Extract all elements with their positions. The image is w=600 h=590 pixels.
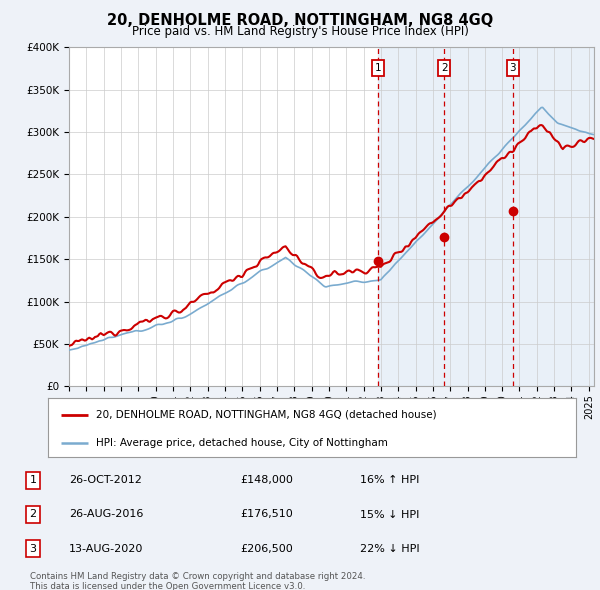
Text: HPI: Average price, detached house, City of Nottingham: HPI: Average price, detached house, City… [95, 438, 388, 447]
Text: £148,000: £148,000 [240, 476, 293, 485]
Text: 1: 1 [374, 63, 381, 73]
Text: 3: 3 [509, 63, 516, 73]
Text: 20, DENHOLME ROAD, NOTTINGHAM, NG8 4GQ (detached house): 20, DENHOLME ROAD, NOTTINGHAM, NG8 4GQ (… [95, 410, 436, 419]
Text: 3: 3 [29, 544, 37, 553]
Text: Contains HM Land Registry data © Crown copyright and database right 2024.: Contains HM Land Registry data © Crown c… [30, 572, 365, 581]
Text: 20, DENHOLME ROAD, NOTTINGHAM, NG8 4GQ: 20, DENHOLME ROAD, NOTTINGHAM, NG8 4GQ [107, 13, 493, 28]
Text: £176,510: £176,510 [240, 510, 293, 519]
Text: 26-OCT-2012: 26-OCT-2012 [69, 476, 142, 485]
Text: 2: 2 [29, 510, 37, 519]
Text: 22% ↓ HPI: 22% ↓ HPI [360, 544, 419, 553]
Text: 1: 1 [29, 476, 37, 485]
Text: £206,500: £206,500 [240, 544, 293, 553]
Text: This data is licensed under the Open Government Licence v3.0.: This data is licensed under the Open Gov… [30, 582, 305, 590]
Text: 13-AUG-2020: 13-AUG-2020 [69, 544, 143, 553]
Text: 26-AUG-2016: 26-AUG-2016 [69, 510, 143, 519]
Text: 2: 2 [441, 63, 448, 73]
Text: Price paid vs. HM Land Registry's House Price Index (HPI): Price paid vs. HM Land Registry's House … [131, 25, 469, 38]
Bar [378, 47, 594, 386]
Text: 15% ↓ HPI: 15% ↓ HPI [360, 510, 419, 519]
Text: 16% ↑ HPI: 16% ↑ HPI [360, 476, 419, 485]
